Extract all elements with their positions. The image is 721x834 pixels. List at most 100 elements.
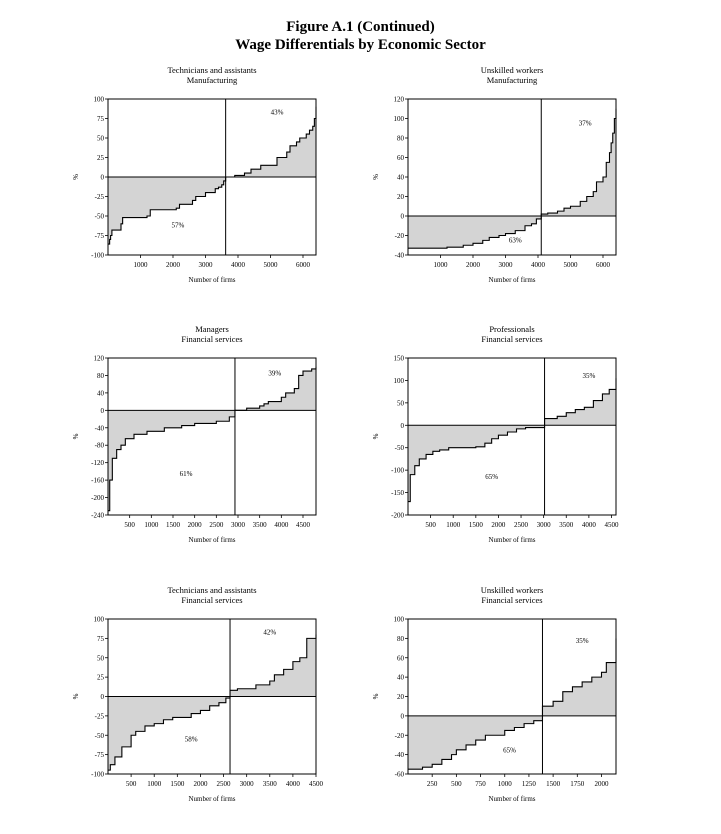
chart-subtitle: Financial services — [481, 595, 542, 605]
y-tick-label: -200 — [91, 494, 104, 502]
plot-frame — [107, 357, 317, 516]
x-tick-label: 1000 — [144, 521, 159, 529]
chart-subtitle: Manufacturing — [187, 75, 238, 85]
x-axis-label: Number of firms — [488, 276, 535, 284]
y-tick-label: 100 — [394, 377, 405, 385]
x-tick-label: 3500 — [253, 521, 268, 529]
y-axis-label: % — [372, 693, 380, 699]
x-tick-label: 750 — [475, 780, 486, 788]
x-tick-label: 4000 — [274, 521, 289, 529]
y-axis-label: % — [372, 433, 380, 439]
share-annotation: 37% — [579, 119, 592, 127]
x-tick-label: 4000 — [582, 521, 597, 529]
x-tick-label: 1000 — [134, 261, 149, 269]
x-tick-label: 2500 — [217, 780, 232, 788]
y-tick-label: 0 — [101, 174, 105, 182]
y-tick-label: 40 — [397, 174, 405, 182]
chart-title: Unskilled workers — [481, 585, 544, 595]
x-tick-label: 1000 — [434, 261, 449, 269]
x-tick-label: 1000 — [446, 521, 461, 529]
y-tick-label: 100 — [394, 115, 405, 123]
y-axis-label: % — [72, 433, 80, 439]
y-tick-label: -80 — [95, 442, 105, 450]
x-tick-label: 2000 — [466, 261, 481, 269]
y-tick-label: 25 — [97, 674, 105, 682]
x-tick-label: 3000 — [240, 780, 255, 788]
y-tick-label: -160 — [91, 477, 104, 485]
x-tick-label: 3000 — [199, 261, 214, 269]
share-annotation: 42% — [263, 629, 276, 637]
x-axis-label: Number of firms — [488, 536, 535, 544]
y-tick-label: -100 — [91, 771, 104, 779]
wage-differential-area — [108, 634, 316, 771]
y-tick-label: -40 — [95, 424, 105, 432]
wage-differential-line — [408, 638, 617, 770]
y-axis-label: % — [372, 174, 380, 180]
x-axis-label: Number of firms — [188, 276, 235, 284]
y-tick-label: -25 — [95, 193, 105, 201]
x-tick-label: 1750 — [570, 780, 585, 788]
x-tick-label: 5000 — [564, 261, 579, 269]
figure-subtitle-line: Wage Differentials by Economic Sector — [235, 37, 486, 53]
y-tick-label: 0 — [101, 407, 105, 415]
y-axis-label: % — [72, 693, 80, 699]
y-tick-label: -100 — [91, 252, 104, 260]
share-annotation: 35% — [576, 637, 589, 645]
x-tick-label: 4500 — [309, 780, 324, 788]
x-tick-label: 1250 — [522, 780, 537, 788]
figure-title: Figure A.1 (Continued) Wage Differential… — [0, 18, 721, 54]
wage-differential-area — [408, 108, 616, 249]
x-tick-label: 2500 — [209, 521, 224, 529]
x-tick-label: 3000 — [499, 261, 514, 269]
y-tick-label: 120 — [94, 355, 105, 363]
share-annotation: 39% — [268, 369, 281, 377]
x-tick-label: 4500 — [296, 521, 311, 529]
share-annotation: 61% — [180, 470, 193, 478]
x-tick-label: 2500 — [514, 521, 529, 529]
chart-subtitle: Financial services — [481, 334, 542, 344]
y-tick-label: -25 — [95, 712, 105, 720]
y-tick-label: 50 — [397, 399, 405, 407]
wage-differential-line — [108, 106, 317, 245]
y-tick-label: 25 — [97, 154, 105, 162]
wage-differential-line — [108, 634, 317, 771]
x-tick-label: 250 — [427, 780, 438, 788]
chart-panel-5: -100 -75 -50 -25 0 25 50 75 100 500 1000 1500 2000 25… — [72, 585, 324, 803]
y-tick-label: 100 — [394, 616, 405, 624]
x-tick-label: 1000 — [147, 780, 162, 788]
x-tick-label: 3000 — [231, 521, 246, 529]
x-tick-label: 1500 — [166, 521, 181, 529]
x-tick-label: 1500 — [469, 521, 484, 529]
chart-panel-6: -60 -40 -20 0 20 40 60 80 100 250 500 750 1000 1250 15… — [372, 585, 617, 803]
chart-title: Technicians and assistants — [167, 65, 256, 75]
wage-differential-area — [108, 106, 316, 245]
y-tick-label: -40 — [395, 751, 405, 759]
chart-title: Unskilled workers — [481, 65, 544, 75]
y-tick-label: 50 — [97, 654, 105, 662]
chart-title: Professionals — [489, 324, 534, 334]
x-tick-label: 4000 — [231, 261, 246, 269]
chart-subtitle: Financial services — [181, 334, 242, 344]
y-tick-label: 0 — [101, 693, 105, 701]
wage-differential-line — [108, 366, 317, 512]
y-tick-label: 0 — [401, 712, 405, 720]
y-tick-label: -100 — [391, 467, 404, 475]
wage-differential-area — [108, 366, 316, 511]
plot-frame — [407, 357, 617, 516]
chart-title: Technicians and assistants — [167, 585, 256, 595]
x-tick-label: 4000 — [286, 780, 301, 788]
x-tick-label: 500 — [451, 780, 462, 788]
x-tick-label: 2000 — [166, 261, 181, 269]
y-tick-label: 50 — [97, 135, 105, 143]
wage-differential-area — [408, 378, 616, 502]
y-tick-label: 80 — [397, 135, 405, 143]
y-tick-label: 20 — [397, 193, 405, 201]
chart-title: Managers — [195, 324, 229, 334]
share-annotation: 43% — [271, 109, 284, 117]
share-annotation: 63% — [509, 236, 522, 244]
share-annotation: 58% — [185, 735, 198, 743]
share-annotation: 65% — [503, 747, 516, 755]
y-tick-label: -120 — [91, 459, 104, 467]
y-tick-label: 0 — [401, 213, 405, 221]
